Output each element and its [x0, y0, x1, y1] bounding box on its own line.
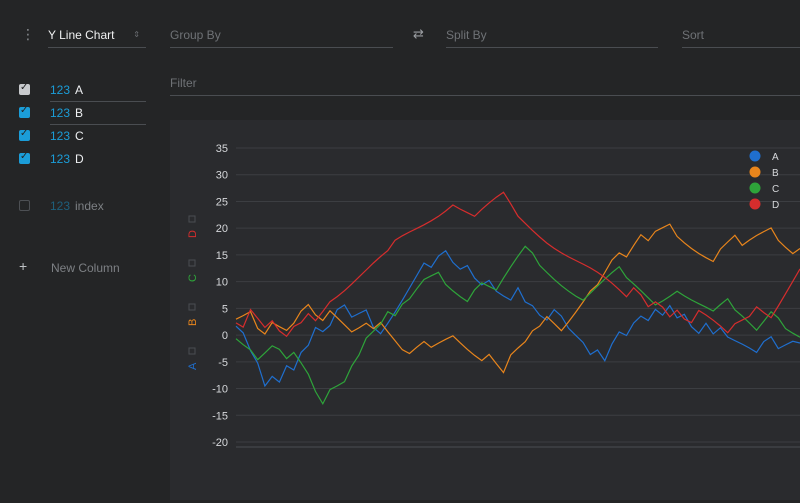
column-name-d[interactable]: 123 D — [50, 149, 146, 170]
column-row-d[interactable]: ✓ 123 D — [0, 149, 160, 172]
legend-marker-c — [749, 182, 761, 194]
y-tick-label: 0 — [222, 330, 228, 342]
y-tick-label: 5 — [222, 303, 228, 315]
series-line-d — [235, 191, 800, 338]
series-line-b — [235, 223, 800, 374]
swap-icon[interactable]: ⇄ — [413, 26, 424, 41]
plus-icon: + — [19, 258, 28, 274]
column-label: A — [75, 83, 84, 97]
plugin-selector-label: Y Line Chart — [48, 28, 115, 42]
column-row-b[interactable]: ✓ 123 B — [0, 103, 160, 126]
series-line-a — [235, 249, 800, 388]
new-column-label: New Column — [51, 261, 120, 275]
legend-marker-b — [749, 166, 761, 178]
settings-menu-icon[interactable]: ⋮ — [21, 26, 35, 42]
y-tick-label: 25 — [216, 196, 228, 208]
column-checkbox-index[interactable] — [19, 200, 30, 211]
series-line-c — [235, 245, 800, 406]
numeric-type-icon: 123 — [50, 106, 71, 120]
y-tick-label: 35 — [216, 143, 228, 155]
legend-marker-d — [749, 198, 761, 210]
legend-label: A — [772, 152, 779, 163]
legend-label: D — [772, 200, 779, 211]
column-row-index[interactable]: 123 index — [0, 196, 160, 219]
y-axis-series-box — [188, 303, 196, 311]
column-name-b[interactable]: 123 B — [50, 103, 146, 125]
sort-placeholder: Sort — [682, 28, 705, 42]
legend-marker-a — [749, 150, 761, 162]
column-name-c[interactable]: 123 C — [50, 126, 146, 147]
column-label: index — [75, 199, 104, 213]
group-by-field[interactable]: Group By — [170, 24, 393, 48]
y-axis-series-label: A — [187, 362, 199, 370]
y-axis-series-box — [188, 347, 196, 355]
y-axis-series-label: B — [187, 319, 199, 326]
split-by-field[interactable]: Split By — [446, 24, 658, 48]
y-tick-label: -20 — [212, 437, 228, 449]
sort-field[interactable]: Sort — [682, 24, 800, 48]
column-sidebar: ⋮ Y Line Chart ⇕ ✓ 123 A ✓ 123 B ✓ 123 C… — [0, 0, 160, 500]
legend-label: B — [772, 168, 779, 179]
y-tick-label: -5 — [218, 357, 228, 369]
numeric-type-icon: 123 — [50, 129, 71, 143]
y-tick-label: 10 — [216, 277, 228, 289]
chevron-updown-icon: ⇕ — [133, 30, 140, 39]
column-row-c[interactable]: ✓ 123 C — [0, 126, 160, 149]
y-tick-label: -10 — [212, 384, 228, 396]
chart-panel: 35 30 25 20 15 10 5 0 -5 -10 -15 -20 A B C D A B C D — [170, 120, 800, 500]
column-checkbox-c[interactable]: ✓ — [19, 128, 30, 141]
column-row-a[interactable]: ✓ 123 A — [0, 80, 160, 103]
numeric-type-icon: 123 — [50, 83, 71, 97]
column-name-index[interactable]: 123 index — [50, 196, 146, 217]
checkmark-icon: ✓ — [20, 82, 29, 93]
checkmark-icon: ✓ — [20, 105, 29, 116]
filter-field[interactable]: Filter — [170, 72, 800, 96]
y-axis-series-label: C — [187, 274, 199, 282]
y-axis-series-box — [188, 259, 196, 267]
column-label: C — [75, 129, 84, 143]
plugin-selector[interactable]: Y Line Chart ⇕ — [48, 24, 146, 48]
column-checkbox-b[interactable]: ✓ — [19, 105, 30, 118]
checkmark-icon: ✓ — [20, 128, 29, 139]
legend-label: C — [772, 184, 779, 195]
y-axis-series-box — [188, 215, 196, 223]
column-label: B — [75, 106, 84, 120]
new-column-button[interactable]: + New Column — [0, 258, 160, 278]
group-by-placeholder: Group By — [170, 28, 221, 42]
column-checkbox-a[interactable]: ✓ — [19, 82, 30, 95]
filter-placeholder: Filter — [170, 76, 197, 90]
numeric-type-icon: 123 — [50, 152, 71, 166]
y-tick-label: 20 — [216, 223, 228, 235]
y-tick-label: 30 — [216, 170, 228, 182]
y-tick-label: 15 — [216, 250, 228, 262]
checkmark-icon: ✓ — [20, 151, 29, 162]
column-label: D — [75, 152, 84, 166]
split-by-placeholder: Split By — [446, 28, 487, 42]
column-checkbox-d[interactable]: ✓ — [19, 151, 30, 164]
y-tick-label: -15 — [212, 410, 228, 422]
numeric-type-icon: 123 — [50, 199, 71, 213]
column-name-a[interactable]: 123 A — [50, 80, 146, 102]
y-axis-series-label: D — [187, 230, 199, 238]
